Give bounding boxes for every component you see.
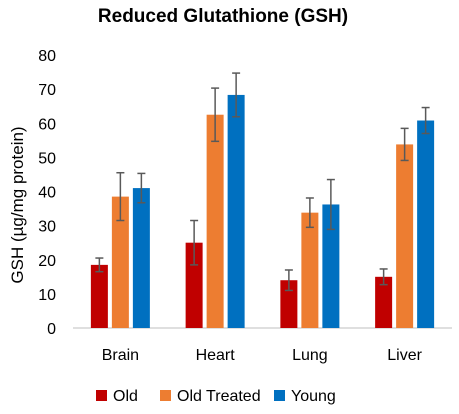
category-label: Heart [196, 347, 236, 364]
bar-old-heart [185, 242, 203, 328]
error-bar [305, 197, 314, 229]
y-tick-label: 60 [38, 116, 56, 133]
y-tick-label: 80 [38, 48, 56, 65]
y-tick-label: 10 [38, 287, 56, 304]
y-tick-label: 40 [38, 185, 56, 202]
error-bar [190, 219, 199, 266]
legend: Old Old Treated Young [96, 388, 336, 405]
bar-old-liver [375, 276, 393, 328]
y-axis-title: GSH (µg/mg protein) [8, 126, 27, 283]
error-bar [400, 127, 409, 162]
y-tick-label: 70 [38, 82, 56, 99]
y-tick-labels: 0 10 20 30 40 50 60 70 80 [38, 48, 56, 338]
bar-young-lung [322, 204, 340, 328]
error-bar [116, 171, 125, 222]
error-bar [284, 269, 293, 292]
bar-old-treated-heart [206, 114, 224, 328]
bar-old-lung [280, 280, 298, 328]
legend-swatch [160, 390, 171, 401]
bar-young-heart [227, 94, 245, 329]
bar-young-brain [132, 188, 150, 328]
category-label: Liver [387, 347, 422, 364]
bar-old-treated-lung [301, 212, 319, 328]
legend-swatch [96, 390, 107, 401]
y-tick-label: 0 [47, 321, 56, 338]
bars [90, 94, 435, 329]
y-tick-label: 50 [38, 150, 56, 167]
bar-old-treated-brain [111, 196, 129, 328]
y-tick-label: 20 [38, 253, 56, 270]
legend-label: Old [113, 388, 138, 405]
error-bar [95, 257, 104, 273]
category-label: Lung [292, 347, 328, 364]
bar-old-treated-liver [396, 144, 414, 328]
y-tick-label: 30 [38, 219, 56, 236]
category-labels: Brain Heart Lung Liver [102, 347, 423, 364]
error-bar [379, 268, 388, 286]
error-bars [95, 72, 430, 292]
error-bar [232, 72, 241, 118]
legend-label: Young [291, 388, 336, 405]
error-bar [326, 178, 335, 231]
category-label: Brain [102, 347, 139, 364]
bar-young-liver [417, 120, 435, 329]
error-bar [421, 106, 430, 135]
bar-old-brain [90, 264, 108, 328]
legend-swatch [274, 390, 285, 401]
error-bar [211, 87, 220, 143]
chart-title: Reduced Glutathione (GSH) [98, 6, 348, 27]
error-bar [137, 172, 146, 204]
legend-label: Old Treated [177, 388, 261, 405]
